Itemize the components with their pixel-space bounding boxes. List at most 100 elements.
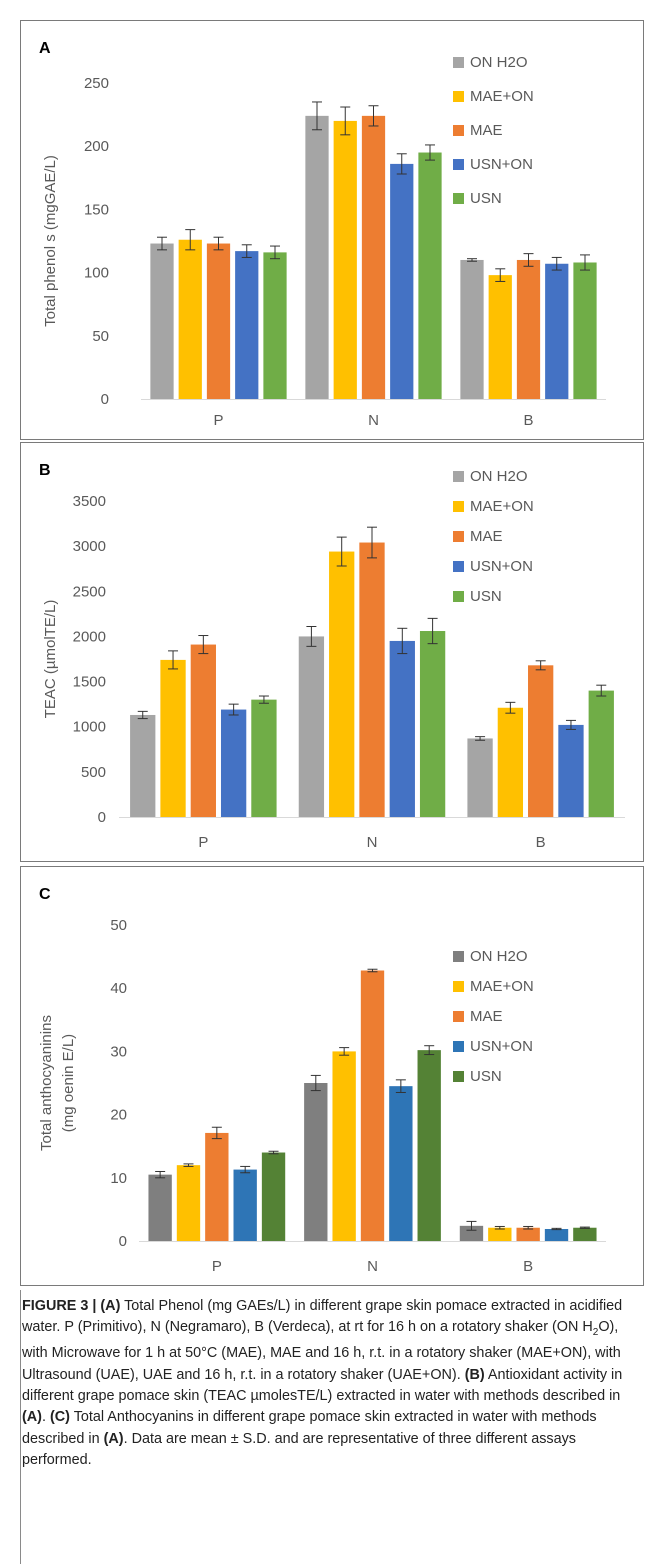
bar: [360, 970, 385, 1241]
bar: [417, 1050, 441, 1241]
y-tick-label: 0: [101, 391, 109, 408]
panel-letter: A: [39, 40, 51, 57]
bar: [233, 1169, 257, 1241]
category-label: N: [368, 412, 379, 429]
bar: [178, 239, 202, 399]
category-label: P: [213, 412, 223, 429]
category-label: N: [367, 1258, 378, 1275]
bar: [497, 707, 524, 817]
bar: [160, 659, 186, 817]
caption-a-tag: (A): [100, 1298, 121, 1314]
bar: [361, 115, 386, 399]
caption-figure-label: FIGURE 3 |: [22, 1298, 101, 1314]
category-label: B: [536, 834, 546, 851]
bar: [488, 1227, 512, 1241]
y-tick-label: 100: [84, 265, 109, 282]
legend-label: USN+ON: [470, 558, 533, 575]
category-label: B: [523, 1258, 533, 1275]
bar: [332, 1051, 356, 1241]
figure-caption: FIGURE 3 | (A) Total Phenol (mg GAEs/L) …: [22, 1296, 640, 1471]
panel-letter: B: [39, 462, 51, 479]
bar: [544, 1228, 569, 1241]
category-label: B: [523, 412, 533, 429]
legend-label: ON H2O: [470, 948, 528, 965]
category-label: P: [212, 1258, 222, 1275]
bar: [516, 259, 541, 399]
bar: [329, 551, 355, 817]
caption-c-text-2: . Data are mean ± S.D. and are represent…: [22, 1430, 576, 1468]
bar: [459, 1225, 484, 1241]
chart-a-svg: A 0 50 100 150 200 250 Total phenol s (mgGAE/L)…: [39, 40, 606, 429]
bar: [389, 1086, 413, 1241]
bar: [545, 263, 569, 399]
y-tick-label: 150: [84, 201, 109, 218]
bar: [333, 120, 357, 400]
y-tick-label: 20: [110, 1107, 127, 1124]
y-tick-label: 3000: [73, 538, 106, 555]
legend-label: MAE: [470, 122, 503, 139]
caption-b-text-2: .: [41, 1409, 50, 1426]
bar: [148, 1174, 172, 1241]
bar: [588, 690, 614, 817]
bar: [359, 542, 385, 817]
bar: [261, 1152, 286, 1241]
legend-swatch: [453, 531, 464, 542]
legend-swatch: [453, 561, 464, 572]
caption-b-tag: (B): [464, 1366, 485, 1383]
bar: [130, 714, 156, 817]
legend-label: MAE+ON: [470, 88, 534, 105]
legend-label: ON H2O: [470, 468, 528, 485]
y-tick-label: 2000: [73, 628, 106, 645]
legend-label: USN+ON: [470, 156, 533, 173]
legend-label: ON H2O: [470, 54, 528, 71]
legend-swatch: [453, 1041, 464, 1052]
y-axis-title: Total anthocyaninins: [38, 1015, 55, 1151]
legend-label: USN: [470, 588, 502, 605]
bar: [263, 252, 287, 399]
chart-b-svg: B 0 500 1000 1500 2000 2500 3000 3500 TEAC (µmolT…: [39, 462, 625, 851]
bar: [150, 243, 174, 399]
legend-swatch: [453, 981, 464, 992]
bar: [460, 259, 484, 399]
caption-a-text-1: Total Phenol (mg GAEs/L) in different gr…: [22, 1298, 623, 1336]
caption-c-ref: (A): [103, 1430, 124, 1447]
legend-swatch: [453, 501, 464, 512]
y-axis-title: (mg oenin E/L): [60, 1034, 77, 1132]
y-tick-label: 50: [110, 917, 127, 934]
caption-c-text-1: Total Anthocyanins in different grape po…: [22, 1409, 597, 1447]
panel-letter: C: [39, 886, 51, 903]
bar: [190, 644, 216, 817]
chart-panel-c: C 0 10 20 30 40 50 Total anthocyaninins (mg oeni…: [20, 866, 644, 1286]
legend-swatch: [453, 471, 464, 482]
chart-c-svg: C 0 10 20 30 40 50 Total anthocyaninins (mg oeni…: [38, 886, 606, 1275]
caption-a-text-2: O), with Microwave for 1 h at 50°C (MAE)…: [22, 1319, 621, 1383]
y-tick-label: 250: [84, 75, 109, 92]
legend-swatch: [453, 591, 464, 602]
y-axis-title: TEAC (µmolTE/L): [42, 600, 59, 719]
legend-label: MAE: [470, 1008, 503, 1025]
legend-label: USN+ON: [470, 1038, 533, 1055]
caption-c-tag: (C): [49, 1409, 70, 1426]
category-label: N: [367, 834, 378, 851]
legend-swatch: [453, 57, 464, 68]
y-tick-label: 10: [110, 1170, 127, 1187]
bar: [516, 1227, 540, 1241]
legend-label: USN: [470, 190, 502, 207]
bar: [176, 1165, 201, 1241]
y-tick-label: 200: [84, 138, 109, 155]
chart-panel-b: B 0 500 1000 1500 2000 2500 3000 3500 TEAC (µmolT…: [20, 442, 644, 862]
y-tick-label: 30: [110, 1043, 127, 1060]
legend-swatch: [453, 951, 464, 962]
legend-swatch: [453, 125, 464, 136]
y-axis-title: Total phenol s (mgGAE/L): [42, 155, 59, 327]
y-tick-label: 3500: [73, 493, 106, 510]
legend-swatch: [453, 1011, 464, 1022]
bar: [418, 152, 442, 399]
bar: [390, 163, 414, 399]
chart-panel-a: A 0 50 100 150 200 250 Total phenol s (mgGAE/L)…: [20, 20, 644, 440]
legend-swatch: [453, 1071, 464, 1082]
y-tick-label: 1000: [73, 719, 106, 736]
bar: [419, 631, 446, 817]
caption-b-text-1: Antioxidant activity in different grape …: [22, 1366, 623, 1405]
legend-label: MAE: [470, 528, 503, 545]
